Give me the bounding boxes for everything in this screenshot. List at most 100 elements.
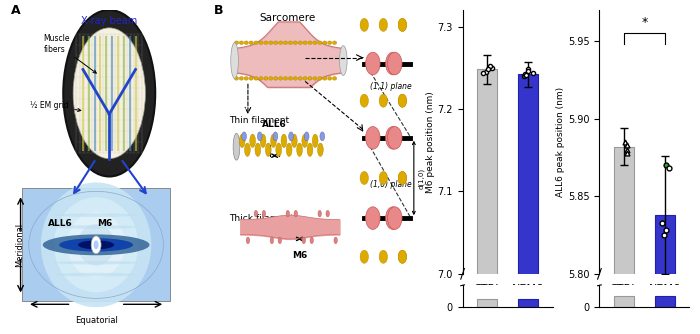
Ellipse shape (274, 41, 278, 44)
Ellipse shape (279, 76, 283, 80)
Text: Sarcomere: Sarcomere (260, 13, 316, 23)
Text: (1,0) plane: (1,0) plane (370, 180, 412, 189)
Bar (614, 147, 634, 334)
Ellipse shape (288, 132, 293, 141)
Ellipse shape (249, 41, 253, 44)
Ellipse shape (278, 237, 281, 244)
Circle shape (91, 236, 101, 254)
Ellipse shape (231, 43, 239, 78)
Ellipse shape (286, 143, 292, 156)
Ellipse shape (260, 134, 266, 148)
Text: Thick filament: Thick filament (229, 214, 293, 222)
Ellipse shape (270, 237, 274, 244)
Ellipse shape (269, 41, 273, 44)
Ellipse shape (293, 41, 298, 44)
Ellipse shape (328, 76, 332, 80)
Ellipse shape (55, 225, 137, 229)
Ellipse shape (246, 237, 250, 244)
Bar (477, 299, 498, 307)
Text: M6: M6 (292, 251, 307, 260)
Ellipse shape (78, 224, 115, 266)
Circle shape (398, 18, 407, 31)
Circle shape (386, 127, 400, 149)
Circle shape (94, 240, 99, 249)
Ellipse shape (279, 41, 283, 44)
Ellipse shape (318, 41, 322, 44)
Ellipse shape (334, 237, 337, 244)
Circle shape (360, 18, 368, 31)
Ellipse shape (233, 133, 240, 160)
Ellipse shape (302, 237, 305, 244)
Circle shape (360, 94, 368, 107)
Circle shape (379, 250, 388, 263)
Ellipse shape (54, 197, 138, 293)
Ellipse shape (298, 41, 302, 44)
Ellipse shape (318, 143, 323, 156)
Ellipse shape (297, 143, 302, 156)
Ellipse shape (318, 210, 321, 217)
Ellipse shape (259, 41, 263, 44)
Ellipse shape (326, 210, 330, 217)
Circle shape (398, 171, 407, 184)
Bar (654, 296, 675, 307)
Circle shape (386, 52, 400, 75)
Ellipse shape (281, 134, 287, 148)
Circle shape (360, 171, 368, 184)
Circle shape (398, 250, 407, 263)
Ellipse shape (78, 240, 114, 249)
Text: M6: M6 (97, 218, 112, 227)
Text: *: * (641, 16, 648, 29)
Ellipse shape (41, 182, 151, 307)
Text: d(1,0): d(1,0) (418, 167, 424, 188)
Circle shape (73, 28, 146, 159)
Ellipse shape (303, 76, 307, 80)
Ellipse shape (55, 213, 137, 217)
Text: C: C (438, 0, 447, 2)
Ellipse shape (298, 76, 302, 80)
Ellipse shape (307, 143, 313, 156)
Ellipse shape (60, 238, 133, 252)
Circle shape (365, 207, 380, 229)
Ellipse shape (241, 132, 246, 141)
Ellipse shape (288, 41, 293, 44)
Ellipse shape (264, 76, 268, 80)
Ellipse shape (286, 210, 290, 217)
Ellipse shape (274, 76, 278, 80)
Ellipse shape (265, 143, 271, 156)
Ellipse shape (332, 76, 337, 80)
Ellipse shape (312, 134, 318, 148)
Circle shape (365, 127, 380, 149)
Ellipse shape (284, 76, 288, 80)
Circle shape (398, 171, 407, 184)
Ellipse shape (302, 134, 307, 148)
Ellipse shape (43, 234, 150, 255)
Ellipse shape (67, 212, 125, 278)
Text: B: B (214, 4, 223, 17)
Ellipse shape (239, 134, 245, 148)
Ellipse shape (294, 210, 298, 217)
Text: ALL6: ALL6 (262, 120, 287, 129)
Ellipse shape (273, 132, 278, 141)
Ellipse shape (249, 76, 253, 80)
Ellipse shape (310, 237, 314, 244)
Bar (614, 296, 634, 307)
Text: A: A (10, 4, 20, 17)
Ellipse shape (308, 41, 312, 44)
FancyBboxPatch shape (22, 188, 170, 301)
Circle shape (388, 52, 402, 75)
Text: Muscle
fibers: Muscle fibers (43, 34, 97, 73)
Y-axis label: M6 peak position (nm): M6 peak position (nm) (426, 91, 435, 193)
Ellipse shape (250, 134, 255, 148)
Circle shape (398, 250, 407, 263)
Circle shape (388, 127, 402, 149)
Text: (1,1) plane: (1,1) plane (370, 82, 412, 91)
Text: Meridional: Meridional (15, 223, 24, 267)
Ellipse shape (303, 41, 307, 44)
Ellipse shape (254, 41, 258, 44)
Ellipse shape (244, 41, 248, 44)
Ellipse shape (276, 143, 281, 156)
Circle shape (379, 18, 388, 31)
Ellipse shape (55, 261, 137, 265)
Ellipse shape (318, 76, 322, 80)
Ellipse shape (323, 76, 327, 80)
